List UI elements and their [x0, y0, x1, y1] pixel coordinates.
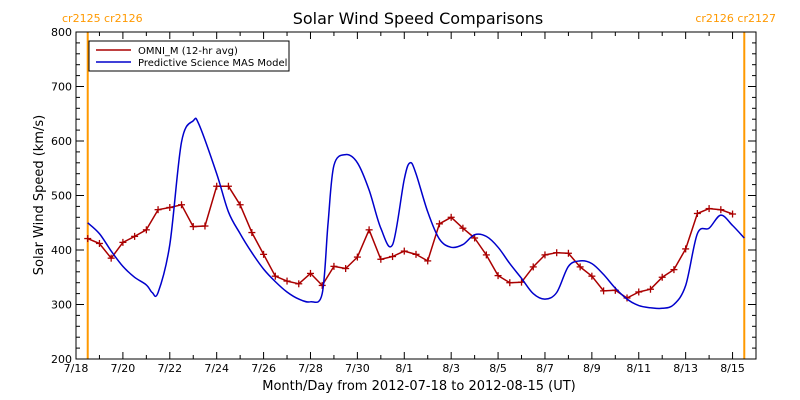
y-tick-label: 200	[51, 353, 72, 366]
x-tick-label: 7/26	[251, 362, 276, 375]
data-point	[283, 277, 291, 285]
data-point	[295, 280, 303, 288]
data-point	[330, 262, 338, 270]
data-point	[412, 250, 420, 258]
data-point	[213, 182, 221, 190]
data-point	[541, 251, 549, 259]
vertical-marker-layer: cr2125 cr2126 cr2126 cr2127	[62, 12, 776, 359]
legend: OMNI_M (12-hr avg) Predictive Science MA…	[88, 40, 290, 72]
x-tick-label: 8/7	[536, 362, 554, 375]
carrington-rotation-label-0: cr2125 cr2126	[62, 12, 143, 25]
data-point	[529, 263, 537, 271]
legend-label-omni: OMNI_M (12-hr avg)	[138, 46, 238, 57]
data-point	[693, 209, 701, 217]
data-point	[646, 285, 654, 293]
x-tick-label: 7/24	[204, 362, 229, 375]
data-point	[564, 249, 572, 257]
data-point	[705, 205, 713, 213]
data-point	[271, 272, 279, 280]
chart-title: Solar Wind Speed Comparisons	[293, 9, 544, 28]
data-point	[119, 238, 127, 246]
data-point	[400, 247, 408, 255]
data-point	[131, 232, 139, 240]
x-tick-label: 7/20	[111, 362, 136, 375]
carrington-rotation-label-1: cr2126 cr2127	[695, 12, 776, 25]
series-layer	[84, 117, 745, 310]
data-point	[447, 213, 455, 221]
x-tick-label: 8/3	[442, 362, 460, 375]
data-point	[682, 245, 690, 253]
data-point	[553, 249, 561, 257]
data-point	[494, 272, 502, 280]
y-tick-label: 600	[51, 135, 72, 148]
data-point	[142, 226, 150, 234]
data-point	[224, 182, 232, 190]
data-point	[729, 210, 737, 218]
data-point	[189, 223, 197, 231]
data-point	[201, 222, 209, 230]
x-tick-label: 7/18	[64, 362, 89, 375]
x-tick-label: 8/13	[673, 362, 698, 375]
x-tick-label: 7/28	[298, 362, 323, 375]
x-tick-label: 7/30	[345, 362, 370, 375]
data-point	[377, 255, 385, 263]
data-point	[342, 265, 350, 273]
data-point	[482, 251, 490, 259]
data-point	[154, 206, 162, 214]
data-point	[670, 266, 678, 274]
y-axis-label: Solar Wind Speed (km/s)	[32, 115, 47, 275]
x-tick-label: 8/9	[583, 362, 601, 375]
x-tick-label: 8/11	[626, 362, 651, 375]
data-point	[459, 224, 467, 232]
data-point	[506, 279, 514, 287]
data-point	[353, 253, 361, 261]
x-tick-label: 7/22	[157, 362, 182, 375]
data-point	[658, 273, 666, 281]
legend-label-mas: Predictive Science MAS Model	[138, 58, 287, 69]
data-point	[248, 229, 256, 237]
y-tick-label: 500	[51, 190, 72, 203]
data-point	[107, 254, 115, 262]
data-point	[600, 287, 608, 295]
x-axis: 7/18 7/20 7/22 7/24 7/26 7/28 7/30 8/1 8/3 8/5 8/7…	[64, 32, 745, 375]
data-point	[424, 257, 432, 265]
data-point	[260, 250, 268, 258]
series-line-1	[87, 117, 745, 310]
data-point	[318, 281, 326, 289]
data-point	[471, 234, 479, 242]
data-point	[365, 226, 373, 234]
data-point	[306, 269, 314, 277]
data-point	[635, 288, 643, 296]
data-point	[236, 201, 244, 209]
data-point	[576, 263, 584, 271]
x-tick-label: 8/5	[489, 362, 507, 375]
series-line-0	[87, 185, 733, 299]
data-point	[389, 253, 397, 261]
data-point	[435, 220, 443, 228]
data-point	[178, 201, 186, 209]
plot-frame	[75, 31, 757, 360]
y-axis: 200 300 400 500 600 700 800	[51, 26, 756, 366]
legend-box	[88, 40, 290, 72]
y-tick-label: 800	[51, 26, 72, 39]
y-tick-label: 700	[51, 81, 72, 94]
y-tick-label: 400	[51, 244, 72, 257]
data-point	[588, 272, 596, 280]
x-tick-label: 8/1	[395, 362, 413, 375]
x-axis-label: Month/Day from 2012-07-18 to 2012-08-15 …	[262, 379, 575, 394]
data-point	[95, 239, 103, 247]
data-point	[166, 203, 174, 211]
x-tick-label: 8/15	[720, 362, 745, 375]
data-point	[717, 206, 725, 214]
data-point	[84, 235, 92, 243]
y-tick-label: 300	[51, 299, 72, 312]
